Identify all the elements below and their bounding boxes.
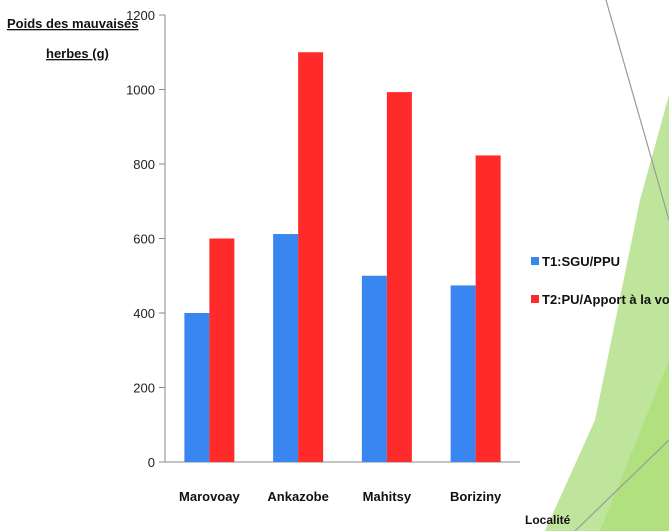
decor-green-shape [545,95,669,531]
bar-t1-marovoay [184,313,210,462]
y-tick-label: 1000 [126,83,155,98]
y-axis-title-line-1: Poids des mauvaises [7,16,139,31]
bar-t2-mahitsy [386,92,412,463]
legend-swatch-t1 [531,257,539,265]
y-axis-title-line-2: herbes (g) [46,46,109,61]
y-tick-label: 800 [133,157,155,172]
category-label-marovoay: Marovoay [179,489,240,504]
bar-t1-mahitsy [361,275,387,462]
decor-green-shape-light [600,360,669,531]
legend-label-t1: T1:SGU/PPU [542,254,620,269]
bar-t2-boriziny [475,155,501,462]
y-tick-label: 0 [148,455,155,470]
x-axis-title: Localité [525,513,571,527]
legend-swatch-t2 [531,295,539,303]
y-tick-label: 200 [133,381,155,396]
decor-line [605,0,669,221]
legend: T1:SGU/PPU T2:PU/Apport à la volée [531,254,669,307]
category-label-boriziny: Boriziny [450,489,502,504]
bar-t2-marovoay [209,238,235,462]
decor-line [574,439,669,531]
category-labels: Marovoay Ankazobe Mahitsy Boriziny [179,489,502,504]
bar-t1-boriziny [450,285,476,462]
slide-decoration [545,0,669,531]
legend-label-t2: T2:PU/Apport à la volée [542,292,669,307]
bar-t1-ankazobe [273,234,299,462]
bar-t2-ankazobe [298,52,324,462]
category-label-mahitsy: Mahitsy [363,489,412,504]
y-tick-label: 400 [133,306,155,321]
y-tick-label: 600 [133,232,155,247]
bars [184,52,501,463]
y-tick-label: 1200 [126,8,155,23]
y-ticks: 0 200 400 600 800 1000 1200 [126,8,165,470]
category-label-ankazobe: Ankazobe [267,489,328,504]
